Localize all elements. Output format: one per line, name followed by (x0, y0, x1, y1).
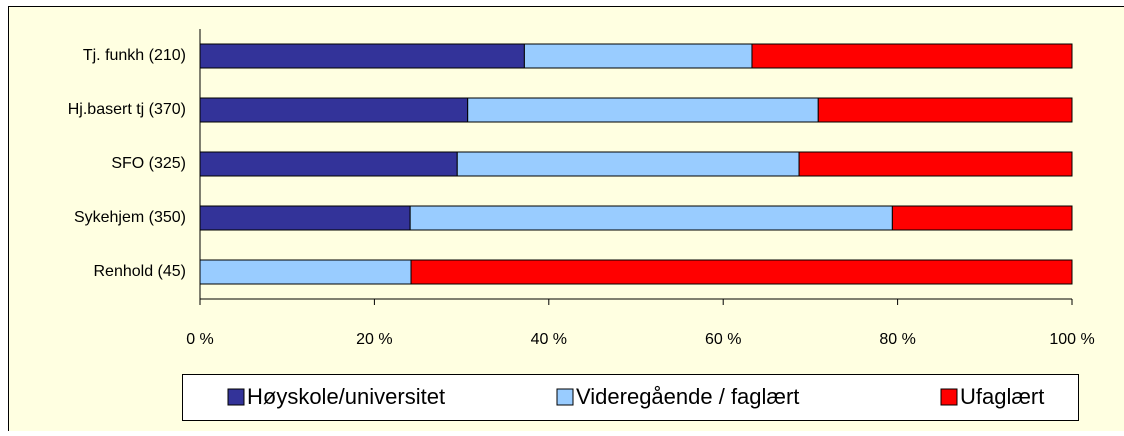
bar-segment (457, 152, 799, 176)
x-tick-label: 40 % (531, 331, 567, 348)
bar-segment (524, 44, 752, 68)
x-tick-label: 100 % (1049, 331, 1094, 348)
bar-segment (200, 206, 410, 230)
legend-swatch (228, 389, 244, 405)
x-tick-label: 20 % (356, 331, 392, 348)
bar-segment (200, 260, 411, 284)
y-tick-label: SFO (325) (111, 155, 186, 172)
legend-swatch (941, 389, 957, 405)
bar-segment (818, 98, 1072, 122)
legend-label: Ufaglært (960, 384, 1044, 409)
bar-segment (411, 260, 1072, 284)
bar-segment (200, 98, 468, 122)
bar-segment (892, 206, 1072, 230)
y-tick-label: Hj.basert tj (370) (68, 101, 186, 118)
y-tick-label: Sykehjem (350) (74, 209, 186, 226)
legend-swatch (557, 389, 573, 405)
x-tick-label: 80 % (879, 331, 915, 348)
bar-segment (200, 152, 457, 176)
bar-segment (468, 98, 819, 122)
y-tick-label: Tj. funkh (210) (83, 47, 186, 64)
legend-label: Høyskole/universitet (247, 384, 445, 409)
legend-label: Videregående / faglært (576, 384, 799, 409)
bar-segment (410, 206, 892, 230)
x-tick-label: 0 % (186, 331, 214, 348)
x-tick-label: 60 % (705, 331, 741, 348)
bar-segment (752, 44, 1072, 68)
bar-segment (200, 44, 524, 68)
bar-segment (799, 152, 1072, 176)
y-tick-label: Renhold (45) (94, 263, 187, 280)
